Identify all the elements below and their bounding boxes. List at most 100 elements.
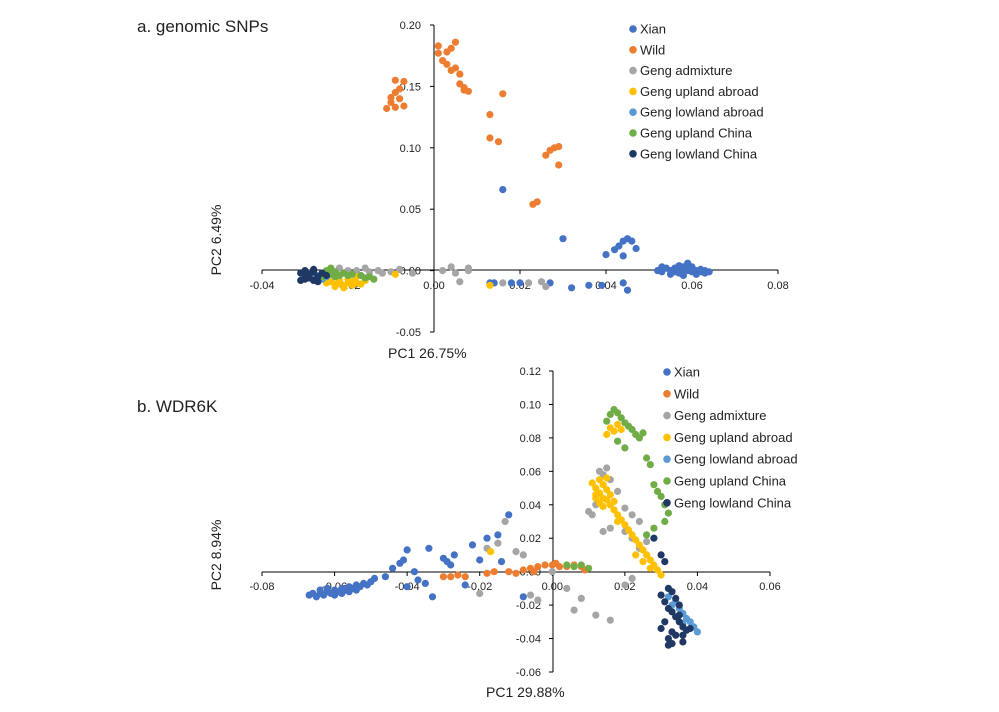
panel-a-point-geng-admixture [408,269,417,277]
panel-b-point-geng-upland-abroad [610,427,618,435]
panel-b-point-geng-upland-china [621,444,629,452]
panel-a-point-geng-upland-abroad [486,281,494,289]
panel-b-x-tick-label: 0.00 [542,581,563,593]
panel-b-point-geng-upland-abroad [628,531,636,539]
panel-b-point-geng-upland-abroad [599,481,607,489]
panel-a-point-xian [623,286,632,294]
panel-b-point-geng-upland-abroad [595,476,604,484]
panel-a-legend-marker-geng-admixture [629,66,637,75]
panel-b-point-xian [403,546,411,554]
panel-b-y-tick-label: -0.02 [516,600,541,612]
panel-b-point-xian [494,531,502,539]
panel-b-point-geng-upland-abroad [603,474,611,482]
panel-b-y-tick-label: -0.04 [516,634,541,646]
panel-a-point-geng-admixture [447,263,455,271]
panel-b-point-xian [323,584,331,593]
panel-a-point-xian [692,270,700,278]
panel-b-legend: Xian Wild Geng admixture Geng upland abroad… [663,365,798,510]
panel-a-point-geng-admixture [451,269,460,277]
panel-b-point-geng-upland-abroad [639,558,647,566]
panel-b-point-geng-upland-abroad [610,497,618,505]
panel-b-point-geng-lowland-china [664,604,673,613]
panel-b-point-geng-upland-abroad [617,425,625,434]
panel-a-point-geng-lowland-china [314,278,322,286]
panel-a-point-wild [391,88,399,97]
panel-b-point-xian [505,511,513,519]
panel-b-legend-label-xian: Xian [674,365,700,380]
panel-b-point-geng-admixture [563,584,571,593]
panel-b-point-geng-admixture [628,574,636,583]
panel-a-legend-label-geng-upland-china: Geng upland China [640,126,753,141]
panel-b-point-wild [552,559,560,567]
panel-a-legend-label-xian: Xian [640,22,666,37]
panel-b-point-geng-admixture [519,551,527,559]
panel-b-y-tick-label: 0.10 [520,399,541,411]
panel-b-point-geng-lowland-china [661,618,669,626]
panel-a-point-geng-admixture [361,264,369,272]
panel-b-point-geng-upland-abroad [599,502,607,510]
panel-b-point-geng-upland-abroad [592,491,600,499]
panel-b-point-geng-admixture [635,517,644,526]
panel-b-legend-label-geng-upland-abroad: Geng upland abroad [674,430,793,445]
panel-b-legend-label-geng-lowland-china: Geng lowland China [674,495,792,510]
panel-b-point-geng-admixture [534,596,542,604]
panel-a-point-geng-admixture [542,283,550,291]
panel-a-title: a. genomic SNPs [137,17,268,36]
panel-b-point-geng-admixture [570,606,578,614]
panel-a-legend-label-geng-admixture: Geng admixture [640,63,733,78]
panel-a-point-xian [499,186,507,194]
panel-b-legend-marker-geng-lowland-china [663,499,671,507]
panel-a-point-xian [615,242,623,250]
panel-b-point-wild [461,573,469,581]
panel-b-point-geng-admixture [606,616,614,624]
panel-a-point-wild [460,86,468,94]
panel-b-y-tick-label: 0.04 [520,500,541,512]
panel-b-point-geng-admixture [599,527,607,536]
panel-a-point-wild [456,70,464,78]
panel-b-point-geng-upland-china [628,425,636,434]
panel-b-point-geng-admixture [501,517,509,526]
panel-a-point-wild [391,103,399,111]
panel-a-point-wild [443,60,451,68]
panel-a-legend-marker-geng-lowland-abroad [629,108,637,116]
panel-a-point-wild [387,93,395,102]
panel-a-point-xian [559,235,567,243]
panel-b-point-geng-upland-abroad [603,430,611,439]
panel-b-point-geng-upland-china [603,417,611,425]
panel-b-point-geng-lowland-abroad [686,618,694,626]
panel-b-point-geng-lowland-china [650,534,658,542]
panel-a-legend: Xian Wild Geng admixture Geng upland abroad… [629,22,764,161]
panel-a-point-wild [451,64,460,72]
panel-a-point-geng-lowland-china [297,276,305,284]
panel-a-point-geng-lowland-china [301,267,309,275]
panel-a-point-geng-upland-abroad [331,283,339,291]
panel-a-point-wild [451,38,460,46]
panel-a-legend-marker-xian [629,25,637,33]
panel-b-point-geng-lowland-china [679,638,687,646]
panel-b-point-geng-upland-abroad [646,556,654,564]
panel-b-point-geng-lowland-china [675,601,683,609]
panel-b-point-geng-lowland-china [664,635,673,643]
panel-b-point-geng-lowland-china [668,588,676,596]
panel-b-legend-marker-xian [663,368,671,376]
panel-b-y-ticks: -0.06-0.04-0.020.000.020.040.060.080.100… [516,366,553,679]
panel-b-point-xian [316,586,324,594]
panel-a-legend-marker-geng-lowland-china [629,150,637,158]
panel-a-point-geng-upland-abroad [348,278,356,286]
panel-a-point-wild [383,104,391,113]
panel-a-point-geng-upland-abroad [340,284,348,292]
panel-b-point-geng-upland-abroad [621,521,629,529]
panel-a-point-xian [679,271,688,280]
panel-b-point-geng-upland-abroad [606,491,614,499]
panel-a-legend-label-geng-lowland-china: Geng lowland China [640,146,758,161]
panel-a-legend-label-geng-upland-abroad: Geng upland abroad [640,84,759,99]
panel-a-point-xian [585,281,593,289]
panel-a-point-geng-upland-abroad [391,270,399,278]
panel-a-point-xian [632,244,640,253]
panel-a-y-tick-label: 0.20 [400,20,421,32]
panel-b-point-geng-lowland-china [657,591,665,599]
panel-a-legend-marker-geng-upland-abroad [629,87,637,96]
panel-b-point-geng-lowland-abroad [664,593,673,601]
panel-a-point-geng-lowland-china [322,271,331,280]
panel-b-point-geng-upland-china [570,563,578,571]
